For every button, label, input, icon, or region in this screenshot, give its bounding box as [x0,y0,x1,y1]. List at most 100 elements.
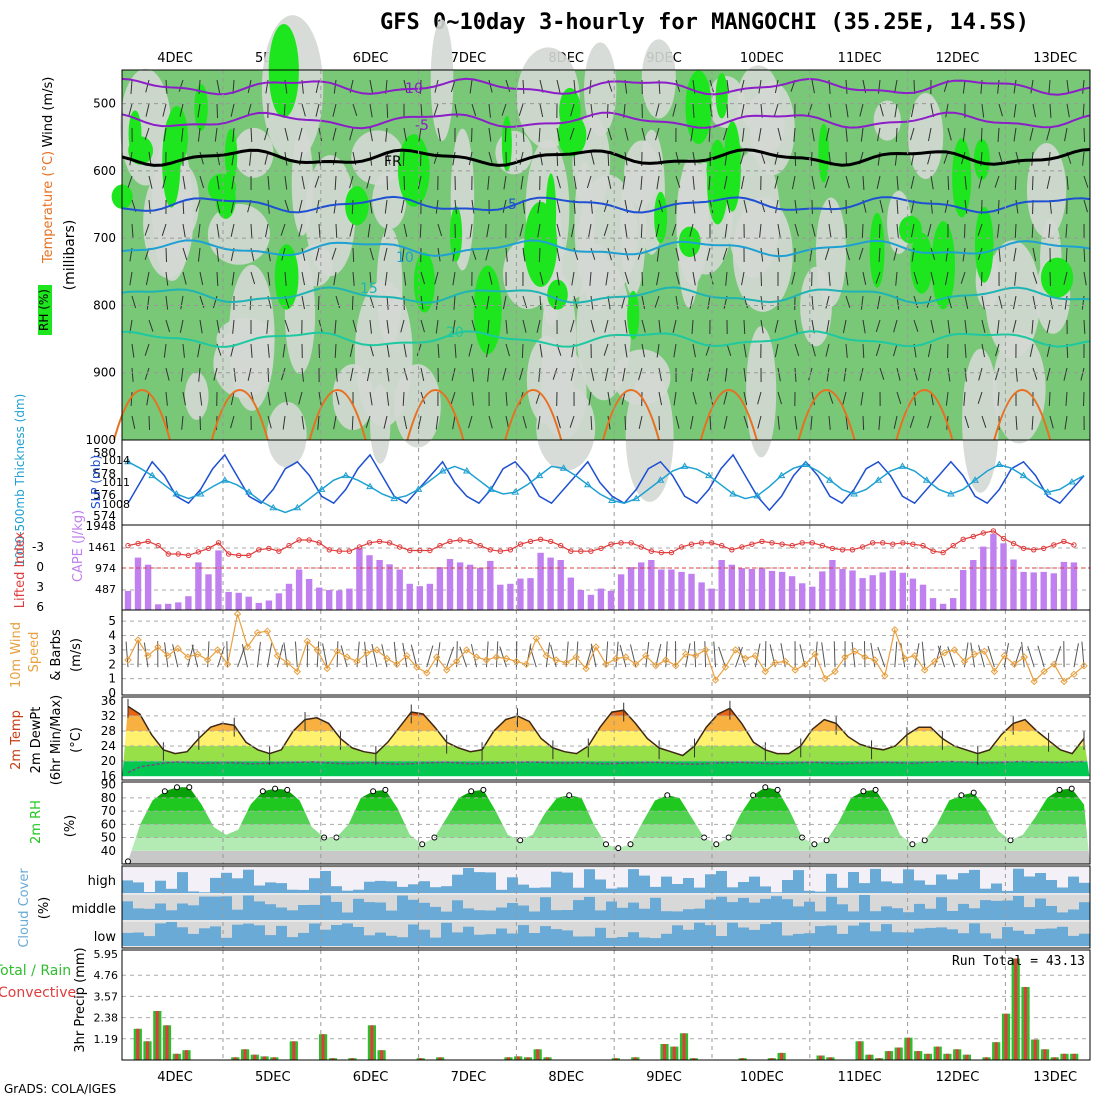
precip-convective-bar [350,1058,354,1060]
slp-tick: 1008 [102,498,130,511]
wind-barb [655,127,660,141]
wind-speed-point [393,660,401,669]
wind-barb [178,79,184,92]
wind-barb [962,127,966,142]
wind-barb [707,295,711,310]
cloud-cell [870,868,881,869]
wind-barb [1063,271,1068,285]
lifted-index-line [127,530,1075,557]
lifted-index-point [578,548,584,554]
wind-barb [403,415,408,430]
wind-speed-point [432,653,441,661]
wind-barb [709,103,713,118]
cloud-cell [771,895,782,897]
wind-speed-point [881,672,889,680]
wind-barb [1014,175,1017,190]
wind-barb [689,223,694,237]
wind-speed-point [811,650,819,658]
warm-contour [504,389,563,441]
cloud-cell [331,922,342,925]
li-tick: 3 [36,580,44,594]
wind-barb [828,223,832,238]
cloud-cell [474,895,485,911]
wind-barb [624,223,628,238]
rh-point [774,786,781,793]
rh-point [161,788,168,795]
cloud-cell [914,868,925,881]
wind-barb [860,391,864,406]
wind-barb [723,127,728,141]
wind-speed-point [1000,651,1009,660]
wind-barb-10m [356,641,360,668]
wind-barb [535,391,541,404]
cape-bar [879,572,886,610]
wind-barb [301,367,304,382]
wind-barb [588,391,592,406]
wind-barb [197,127,201,142]
lifted-index-point [376,538,383,545]
cape-bar [155,604,162,610]
wind-barb [519,223,524,237]
lifted-index-point [1010,540,1017,547]
wind-barb [179,103,184,117]
wind-barb-10m [877,646,886,668]
precip-convective-bar [516,1056,520,1060]
temperature-band [122,730,1090,747]
wind-barb [963,391,966,406]
wind-barb [487,319,490,334]
isotherm-line [122,330,1091,348]
dewpoint-line [127,760,1085,774]
wind-barb [332,103,337,117]
wind-barb-10m [172,644,179,668]
wind-barb [726,343,732,356]
wind-barb [1066,103,1070,118]
day-label-top: 12DEC [935,51,979,66]
cloud-cell [243,922,254,924]
li-tick: 6 [36,600,44,614]
precip-convective-bar [506,1057,510,1060]
cloud-cell [958,868,969,874]
lifted-index-point [779,541,785,547]
rh-dry-patch [541,272,577,415]
wind-barb [980,271,983,286]
cape-bar [255,602,262,610]
wind-barb [879,199,884,213]
wind-barb [826,319,830,334]
thickness-point [462,467,471,474]
wind-barb [606,103,609,118]
wind-barb [930,247,936,260]
day-label-top: 4DEC [157,51,193,66]
cloud-cell [199,922,210,929]
cloud-cell [837,922,848,934]
rh-point [186,784,193,791]
temperature-tick: 24 [101,739,116,753]
cloud-cell [661,868,672,877]
precip-convective-bar [936,1046,940,1060]
cape-bar [557,560,564,610]
wind-barb [570,103,575,117]
wind-barb [1066,175,1069,190]
wind-barb [264,127,269,141]
cloud-cell [749,895,760,903]
cloud-cell [375,922,386,933]
cloud-cell [287,895,298,911]
rh-dry-patch [228,264,275,411]
wind-speed-point [1030,677,1038,686]
cloud-cell [1057,868,1068,888]
rh-point [958,792,965,799]
rh-moist-patch [274,244,299,310]
wind-barb [845,295,851,308]
wind-barb [216,199,221,213]
rh-moist-patch [207,173,237,203]
temperature-line [127,705,1085,757]
cloud-cell [782,868,793,880]
lifted-index-point [517,541,524,547]
lifted-index-point [487,547,493,553]
wind-barb [471,103,477,117]
wind-barb [570,367,575,381]
wind-barb [760,319,764,334]
wind-barb [706,367,711,382]
wind-barb-10m [799,644,806,668]
wind-barb [333,199,337,214]
rh-moist-patch [522,237,552,268]
